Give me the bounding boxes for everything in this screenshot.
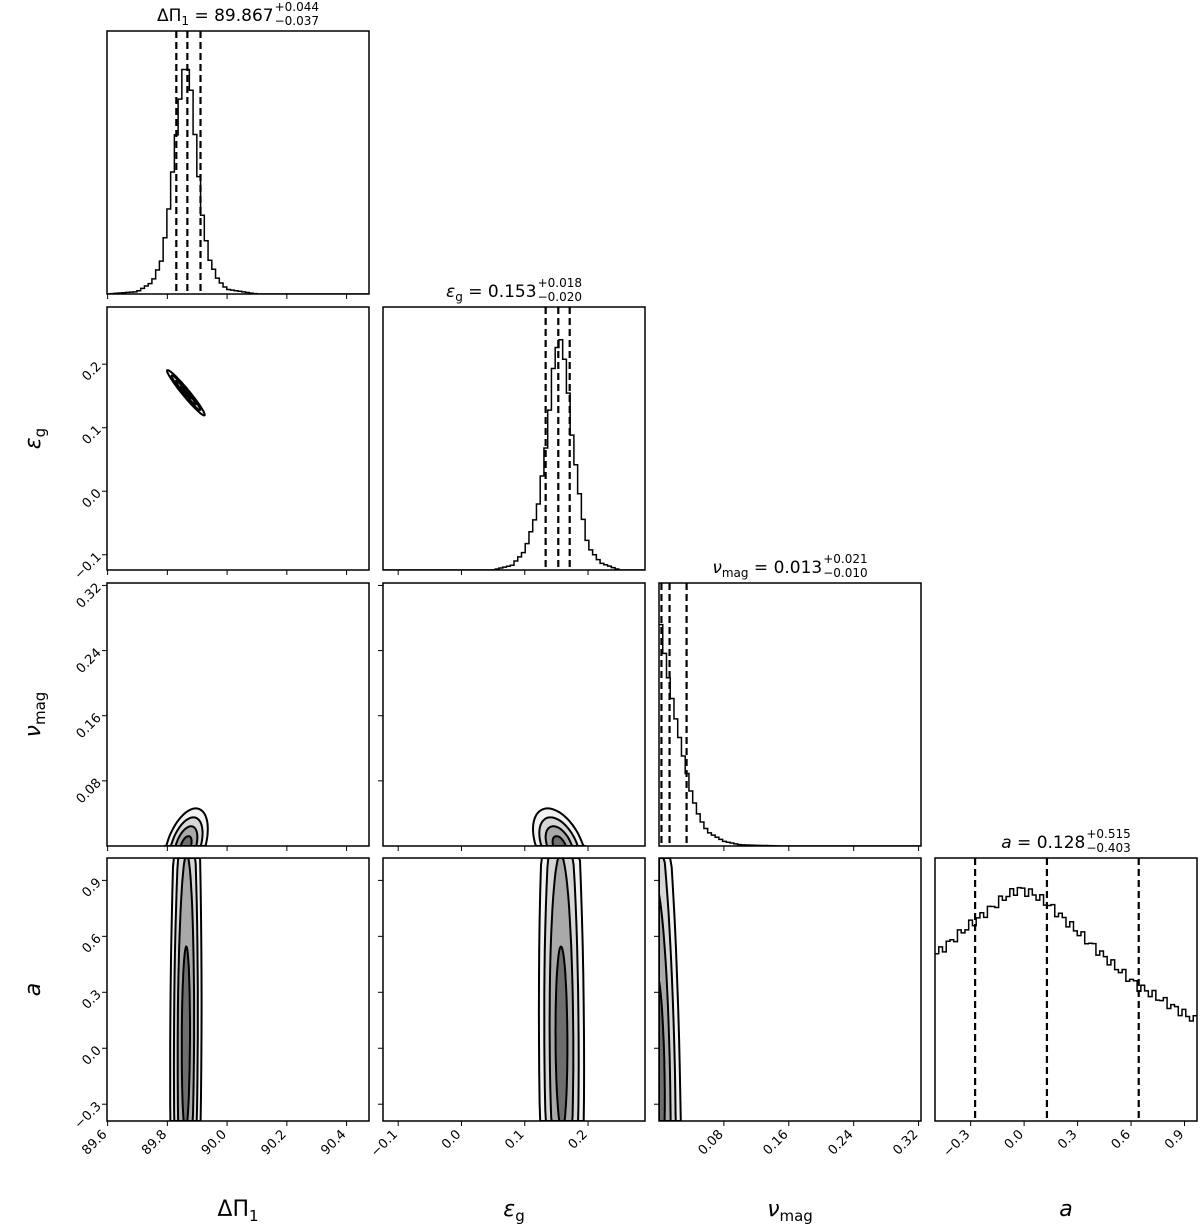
contour-level [659, 974, 666, 1121]
title-err-plus: +0.021 [823, 552, 867, 566]
title-err-plus: +0.044 [275, 0, 319, 14]
x-tick-label: 0.24 [825, 1127, 856, 1158]
y-axis-label-a: a [21, 983, 46, 996]
title-main: a = 0.128 [1001, 833, 1085, 853]
y-axis-label-eps_g: εg [21, 428, 49, 449]
x-axis-label-nu_mag: νmag [767, 1197, 813, 1225]
x-tick-label: 0.9 [1162, 1127, 1187, 1152]
contour-panel-dpi1-nu_mag [163, 807, 209, 846]
x-tick-label: −0.1 [368, 1127, 401, 1160]
x-tick-label: −0.3 [941, 1127, 974, 1160]
y-tick-label: 0.9 [79, 875, 104, 900]
x-tick-label: 0.0 [439, 1127, 464, 1152]
histogram-nu_mag [659, 583, 921, 846]
title-err-minus: −0.403 [1086, 841, 1130, 855]
y-tick-label: 0.3 [79, 987, 104, 1012]
histogram-step [383, 338, 645, 570]
y-tick-label: 0.6 [79, 931, 104, 956]
y-tick-label: 0.1 [79, 423, 104, 448]
title-dpi1: ΔΠ1 = 89.867 +0.044−0.037 [157, 0, 319, 28]
panel-frame [382, 306, 646, 571]
title-err-minus: −0.010 [823, 566, 867, 580]
title-main: ΔΠ1 = 89.867 [157, 6, 274, 28]
panel-frame [658, 582, 922, 847]
x-tick-label: 90.0 [199, 1127, 230, 1158]
title-err-plus: +0.018 [538, 276, 582, 290]
title-eps_g: εg = 0.153 +0.018−0.020 [446, 276, 582, 304]
contour-panel-nu_mag-a [659, 858, 682, 1121]
panel-frame [382, 582, 646, 847]
x-tick-label: 0.16 [761, 1127, 792, 1158]
histogram-step [659, 623, 921, 846]
panel-frame [106, 306, 370, 571]
panel-frame [106, 30, 370, 295]
panel-frame [658, 857, 922, 1122]
title-err-plus: +0.515 [1086, 827, 1130, 841]
title-main: νmag = 0.013 [712, 558, 822, 580]
x-axis-label-a: a [1059, 1197, 1072, 1222]
y-tick-label: 0.2 [79, 359, 104, 384]
contour-level [554, 945, 569, 1121]
panel-frame [106, 857, 370, 1122]
histogram-step [935, 886, 1197, 1022]
contour-panel-dpi1-eps_g [165, 369, 206, 417]
y-axis-label-nu_mag: νmag [21, 692, 49, 738]
x-tick-label: 0.32 [890, 1127, 921, 1158]
y-tick-label: −0.1 [72, 550, 105, 583]
x-tick-label: 90.4 [318, 1127, 349, 1158]
x-tick-label: 89.6 [79, 1127, 110, 1158]
histogram-eps_g [383, 307, 645, 570]
panel-frame [106, 582, 370, 847]
contour-panel-eps_g-nu_mag [531, 807, 587, 846]
x-axis-label-eps_g: εg [503, 1197, 524, 1225]
histogram-a [935, 858, 1197, 1121]
title-err-minus: −0.020 [538, 290, 582, 304]
title-nu_mag: νmag = 0.013 +0.021−0.010 [712, 552, 867, 580]
y-tick-label: 0.0 [79, 1043, 104, 1068]
x-tick-label: 0.3 [1055, 1127, 1080, 1152]
x-tick-label: 0.1 [502, 1127, 527, 1152]
contour-level [180, 945, 191, 1121]
x-tick-label: 90.2 [259, 1127, 290, 1158]
x-tick-label: 0.2 [566, 1127, 591, 1152]
x-tick-label: 89.8 [139, 1127, 170, 1158]
contour-panel-dpi1-a [169, 858, 203, 1121]
y-tick-label: 0.08 [74, 776, 105, 807]
y-tick-label: 0.32 [74, 580, 105, 611]
x-axis-label-dpi1: ΔΠ1 [217, 1197, 258, 1225]
title-main: εg = 0.153 [446, 282, 537, 304]
contour-level [179, 385, 192, 400]
y-tick-label: 0.16 [74, 711, 105, 742]
contour-panel-eps_g-a [537, 858, 586, 1121]
x-tick-label: 0.08 [696, 1127, 727, 1158]
y-tick-label: 0.0 [79, 486, 104, 511]
x-tick-label: 0.0 [1002, 1127, 1027, 1152]
title-err-minus: −0.037 [275, 14, 319, 28]
y-tick-label: 0.24 [74, 646, 105, 677]
x-tick-label: 0.6 [1109, 1127, 1134, 1152]
contour-level [551, 835, 567, 846]
histogram-step [107, 68, 369, 294]
contour-level [179, 835, 193, 846]
title-a: a = 0.128 +0.515−0.403 [1001, 827, 1131, 855]
histogram-dpi1 [107, 31, 369, 294]
panel-frame [382, 857, 646, 1122]
panel-frame [934, 857, 1198, 1122]
